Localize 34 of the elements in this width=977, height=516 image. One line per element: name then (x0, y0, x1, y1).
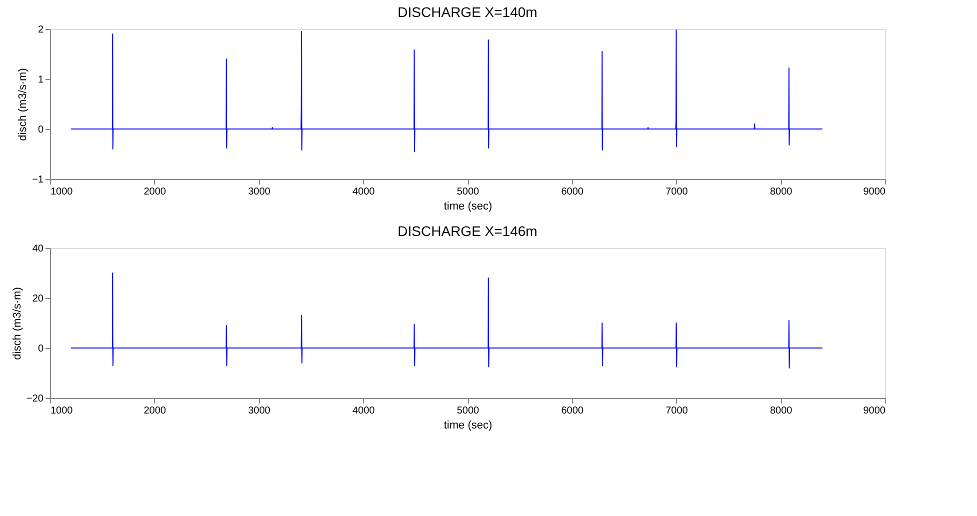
y-tick-label: 2 (38, 24, 44, 36)
x-tick-label: 3000 (248, 186, 271, 198)
x-tick-label: 2000 (144, 406, 166, 416)
chart-title: DISCHARGE X=146m (398, 223, 538, 239)
x-tick-label: 6000 (561, 186, 584, 198)
y-tick-label: 20 (32, 294, 44, 304)
x-tick-label: 9000 (863, 186, 886, 198)
x-tick-label: 8000 (770, 406, 793, 416)
chart-title: DISCHARGE X=140m (398, 4, 538, 20)
x-tick-label: 8000 (770, 186, 793, 198)
x-tick-label: 7000 (666, 186, 688, 198)
x-tick-label: 2000 (144, 186, 166, 198)
line-series (70, 272, 823, 368)
x-tick-label: 4000 (352, 186, 376, 198)
y-axis-title: disch (m3/s·m) (17, 68, 30, 141)
x-tick-label: 1000 (50, 186, 74, 198)
y-tick-label: 0 (38, 124, 44, 136)
x-tick-label: 9000 (863, 406, 886, 416)
y-tick-label: −20 (26, 394, 44, 404)
y-axis-title: disch (m3/s·m) (12, 287, 24, 360)
y-tick-label: −1 (32, 174, 44, 186)
x-tick-label: 7000 (666, 406, 688, 416)
x-tick-label: 5000 (456, 406, 480, 416)
x-tick-label: 3000 (248, 406, 271, 416)
x-tick-label: 1000 (50, 406, 74, 416)
y-tick-label: 0 (38, 344, 44, 354)
x-tick-label: 5000 (456, 186, 480, 198)
x-tick-label: 6000 (561, 406, 584, 416)
y-tick-label: 40 (32, 244, 44, 254)
line-series (70, 30, 823, 152)
x-axis-title: time (sec) (444, 200, 492, 212)
x-tick-label: 4000 (352, 406, 376, 416)
x-axis-title: time (sec) (444, 420, 492, 432)
y-tick-label: 1 (38, 74, 44, 86)
